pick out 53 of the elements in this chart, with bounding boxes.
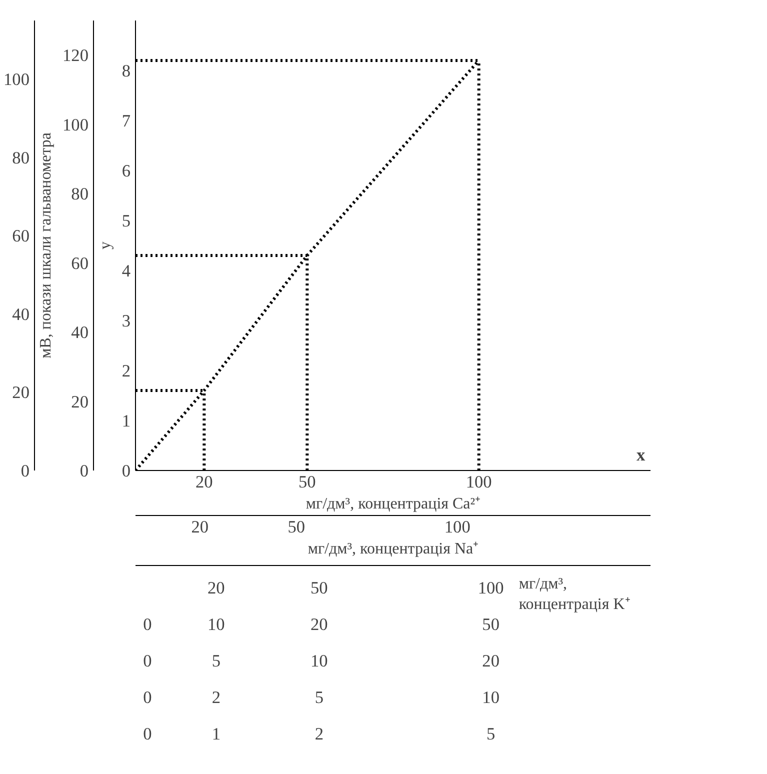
x-axis-title: мг/дм³, концентрація Ca²⁺ (306, 496, 480, 512)
y-tick-label: 3 (122, 312, 131, 330)
y3-tick-label: 60 (12, 226, 30, 246)
x-tick-label: 50 (298, 472, 316, 492)
text: 50 (310, 578, 328, 598)
y2-tick-label: 60 (71, 254, 88, 273)
x-tick-label: 100 (466, 472, 492, 492)
x2-tick-label: 50 (288, 518, 306, 536)
x-tick-label: 20 (196, 472, 213, 492)
y2-axis-title: мВ, покази шкали гальванометра (38, 132, 55, 358)
x2-axis-title: мг/дм³, концентрація Na⁺ (308, 540, 478, 558)
y-tick-label: 5 (122, 212, 131, 230)
text: 20 (310, 614, 328, 634)
y-tick-label: 8 (122, 62, 131, 80)
text: 0 (143, 724, 152, 744)
annotation: x (636, 446, 646, 464)
y-tick-label: 6 (122, 162, 131, 180)
y3-tick-label: 80 (12, 148, 30, 168)
text: 50 (482, 614, 500, 634)
y-tick-label: 7 (122, 112, 131, 130)
text: 1 (212, 724, 221, 744)
x2-tick-label: 100 (444, 518, 470, 536)
text: 10 (208, 614, 225, 634)
text: 2 (212, 688, 221, 708)
y2-tick-label: 0 (80, 462, 89, 480)
text: 5 (314, 688, 324, 708)
text: 2 (314, 724, 324, 744)
text: 5 (212, 652, 221, 670)
y3-tick-label: 40 (12, 304, 30, 324)
text: 0 (143, 652, 152, 670)
text: 20 (482, 652, 500, 670)
y-tick-label: 0 (122, 462, 131, 480)
text: 5 (486, 724, 496, 744)
y2-tick-label: 20 (71, 392, 88, 412)
text: 10 (310, 652, 328, 670)
x2-tick-label: 20 (191, 518, 209, 536)
y2-tick-label: 120 (62, 46, 89, 66)
y-tick-label: 1 (122, 412, 131, 430)
y-axis-title: y (96, 242, 114, 250)
y-tick-label: 2 (122, 362, 131, 380)
y2-tick-label: 100 (62, 115, 89, 134)
y3-tick-label: 20 (12, 383, 30, 402)
y2-tick-label: 80 (71, 184, 88, 204)
text: 0 (143, 614, 152, 634)
text: 20 (208, 578, 225, 598)
text: мг/дм³, концентрація K⁺ (518, 575, 630, 613)
y2-tick-label: 40 (71, 323, 88, 342)
y3-tick-label: 0 (20, 462, 30, 480)
text: 100 (478, 578, 504, 598)
text: 0 (143, 688, 152, 708)
y-tick-label: 4 (122, 262, 131, 280)
y3-tick-label: 100 (4, 70, 30, 90)
text: 10 (482, 688, 500, 708)
